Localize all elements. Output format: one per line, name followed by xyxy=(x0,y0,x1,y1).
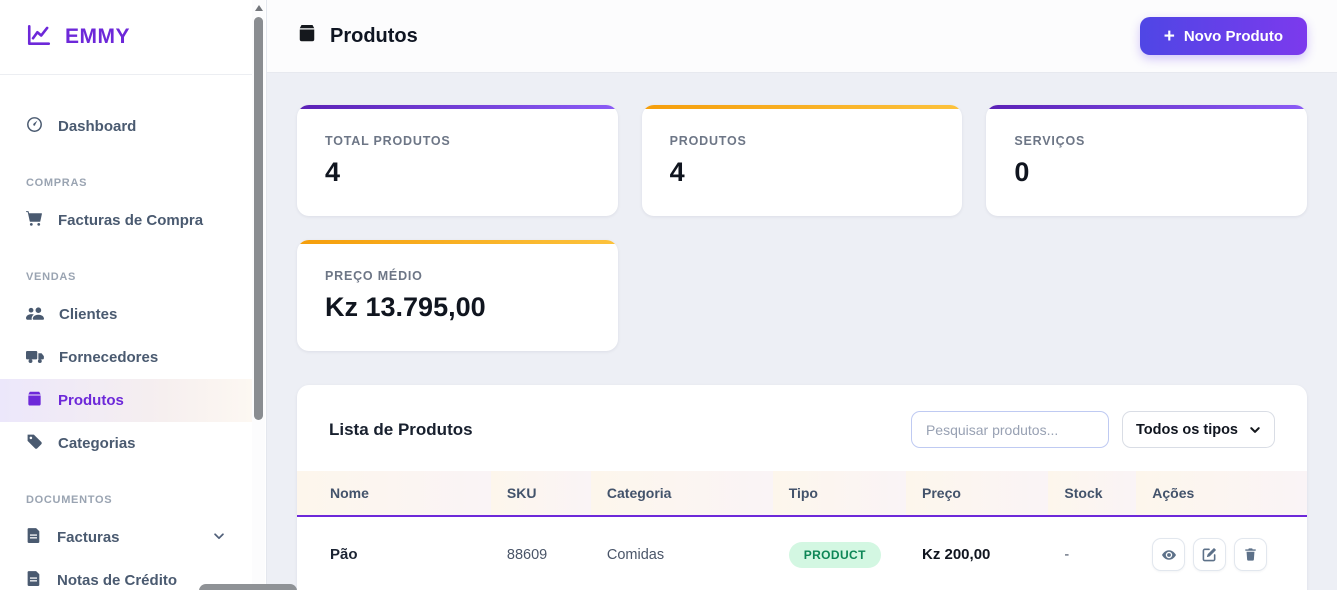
brand-name: EMMY xyxy=(65,25,130,48)
page-title: Produtos xyxy=(297,23,418,49)
column-header-sku: SKU xyxy=(490,471,591,517)
sidebar-item-facturas[interactable]: Facturas xyxy=(0,516,252,559)
stat-label: TOTAL PRODUTOS xyxy=(325,134,451,148)
sidebar-item-notas-de-credito[interactable]: Notas de Crédito xyxy=(0,559,252,590)
stat-label: PRODUTOS xyxy=(669,134,747,148)
list-title: Lista de Produtos xyxy=(329,419,473,439)
sidebar-scrollbar[interactable] xyxy=(252,0,265,590)
trash-icon xyxy=(1243,547,1258,562)
brand-logo[interactable]: EMMY xyxy=(0,0,252,75)
sidebar-item-label: Notas de Crédito xyxy=(57,572,178,589)
chart-line-icon xyxy=(26,22,52,53)
horizontal-scrollbar-thumb[interactable] xyxy=(199,584,297,590)
stat-label: SERVIÇOS xyxy=(1014,134,1086,148)
card-accent-bar xyxy=(297,105,618,109)
column-header-acoes: Ações xyxy=(1136,471,1307,517)
products-table: Nome SKU Categoria Tipo Preço Stock Açõe… xyxy=(297,471,1307,590)
card-accent-bar xyxy=(986,105,1307,109)
sidebar-item-facturas-de-compra[interactable]: Facturas de Compra xyxy=(0,199,252,242)
stat-value: 4 xyxy=(325,157,341,187)
sidebar-item-clientes[interactable]: Clientes xyxy=(0,293,252,336)
section-label-compras: COMPRAS xyxy=(26,177,88,189)
chevron-down-icon xyxy=(212,529,226,547)
box-icon xyxy=(26,390,43,411)
sidebar-item-categorias[interactable]: Categorias xyxy=(0,422,252,465)
product-sku-cell: 88609 xyxy=(490,516,591,590)
product-actions-cell xyxy=(1136,516,1307,590)
type-filter-value: Todos os tipos xyxy=(1135,421,1238,438)
sidebar-item-label: Categorias xyxy=(58,435,136,452)
view-button[interactable] xyxy=(1152,538,1186,571)
column-header-categoria: Categoria xyxy=(590,471,773,517)
chevron-down-icon xyxy=(1249,424,1261,436)
eye-icon xyxy=(1161,547,1177,563)
sidebar-item-label: Facturas xyxy=(57,529,120,546)
product-category-cell: Comidas xyxy=(590,516,773,590)
speedometer-icon xyxy=(26,116,43,137)
stat-value: 0 xyxy=(1014,157,1030,187)
cart-icon xyxy=(26,210,43,231)
sidebar-nav: Dashboard COMPRAS Facturas de Compra VEN… xyxy=(0,75,252,590)
sidebar-scrollbar-thumb[interactable] xyxy=(254,17,263,420)
section-label-documentos: DOCUMENTOS xyxy=(26,494,113,506)
delete-button[interactable] xyxy=(1234,538,1268,571)
column-header-preco: Preço xyxy=(906,471,1049,517)
sidebar-item-label: Clientes xyxy=(59,306,118,323)
card-accent-bar xyxy=(297,240,618,244)
stat-card-servicos: SERVIÇOS 0 xyxy=(986,105,1307,216)
edit-button[interactable] xyxy=(1193,538,1227,571)
page-title-text: Produtos xyxy=(330,24,418,47)
card-accent-bar xyxy=(641,105,963,109)
stat-card-preco-medio: PREÇO MÉDIO Kz 13.795,00 xyxy=(297,240,618,351)
stat-value: 4 xyxy=(669,157,685,187)
products-list-card: Lista de Produtos Todos os tipos xyxy=(297,385,1307,590)
main-area: Produtos + Novo Produto TOTAL PRODUTOS 4… xyxy=(267,0,1337,590)
column-header-tipo: Tipo xyxy=(772,471,906,517)
new-product-button[interactable]: + Novo Produto xyxy=(1139,17,1307,55)
box-icon xyxy=(297,23,317,49)
product-stock-cell: - xyxy=(1048,516,1137,590)
scroll-up-arrow-icon[interactable] xyxy=(255,5,263,11)
table-row: Pão 88609 Comidas PRODUCT Kz 200,00 - xyxy=(297,516,1307,590)
sidebar-item-label: Produtos xyxy=(58,392,124,409)
new-product-button-label: Novo Produto xyxy=(1183,27,1283,45)
sidebar: EMMY Dashboard COMPRAS xyxy=(0,0,297,590)
sidebar-item-fornecedores[interactable]: Fornecedores xyxy=(0,336,252,379)
page-content: TOTAL PRODUTOS 4 PRODUTOS 4 SERVIÇOS 0 xyxy=(267,73,1337,590)
column-header-stock: Stock xyxy=(1048,471,1137,517)
type-filter-select[interactable]: Todos os tipos xyxy=(1121,411,1275,448)
column-header-nome: Nome xyxy=(297,471,491,517)
sidebar-item-label: Facturas de Compra xyxy=(58,212,204,229)
stat-value: Kz 13.795,00 xyxy=(325,292,486,322)
sidebar-item-dashboard[interactable]: Dashboard xyxy=(0,105,252,148)
product-type-cell: PRODUCT xyxy=(772,516,906,590)
file-icon xyxy=(26,527,42,548)
truck-icon xyxy=(26,347,44,369)
file-icon xyxy=(26,570,42,590)
stats-grid: TOTAL PRODUTOS 4 PRODUTOS 4 SERVIÇOS 0 xyxy=(297,105,1307,351)
stat-label: PREÇO MÉDIO xyxy=(325,269,423,283)
section-label-vendas: VENDAS xyxy=(26,271,77,283)
users-icon xyxy=(26,304,44,326)
sidebar-item-label: Dashboard xyxy=(58,118,137,135)
search-input[interactable] xyxy=(910,411,1109,448)
plus-icon: + xyxy=(1163,25,1175,47)
sidebar-item-label: Fornecedores xyxy=(59,349,159,366)
product-price-cell: Kz 200,00 xyxy=(906,516,1049,590)
page-header: Produtos + Novo Produto xyxy=(267,0,1337,73)
product-type-badge: PRODUCT xyxy=(788,541,881,568)
product-name-cell: Pão xyxy=(297,516,491,590)
stat-card-produtos: PRODUTOS 4 xyxy=(641,105,963,216)
sidebar-item-produtos[interactable]: Produtos xyxy=(0,379,252,422)
stat-card-total-produtos: TOTAL PRODUTOS 4 xyxy=(297,105,618,216)
tag-icon xyxy=(26,433,43,454)
pencil-square-icon xyxy=(1202,547,1217,562)
table-header-row: Nome SKU Categoria Tipo Preço Stock Açõe… xyxy=(297,471,1307,517)
